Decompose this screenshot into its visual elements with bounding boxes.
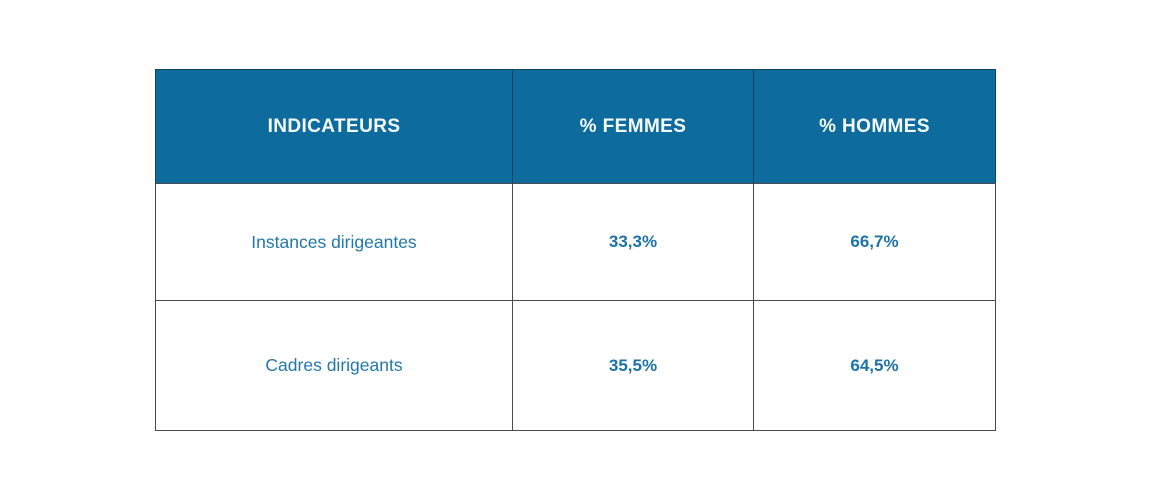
- indicator-label: Instances dirigeantes: [155, 183, 513, 301]
- table-header: INDICATEURS % FEMMES % HOMMES: [155, 69, 996, 184]
- column-header-indicateurs: INDICATEURS: [155, 69, 513, 184]
- header-row: INDICATEURS % FEMMES % HOMMES: [155, 69, 996, 184]
- femmes-value: 35,5%: [512, 300, 754, 431]
- column-header-femmes: % FEMMES: [512, 69, 754, 184]
- table-row: Instances dirigeantes 33,3% 66,7%: [155, 183, 996, 301]
- hommes-value: 64,5%: [753, 300, 996, 431]
- femmes-value: 33,3%: [512, 183, 754, 301]
- indicator-label: Cadres dirigeants: [155, 300, 513, 431]
- column-header-hommes: % HOMMES: [753, 69, 996, 184]
- hommes-value: 66,7%: [753, 183, 996, 301]
- table-row: Cadres dirigeants 35,5% 64,5%: [155, 300, 996, 431]
- parity-indicators-table: INDICATEURS % FEMMES % HOMMES Instances …: [155, 69, 996, 431]
- table-body: Instances dirigeantes 33,3% 66,7% Cadres…: [155, 183, 996, 431]
